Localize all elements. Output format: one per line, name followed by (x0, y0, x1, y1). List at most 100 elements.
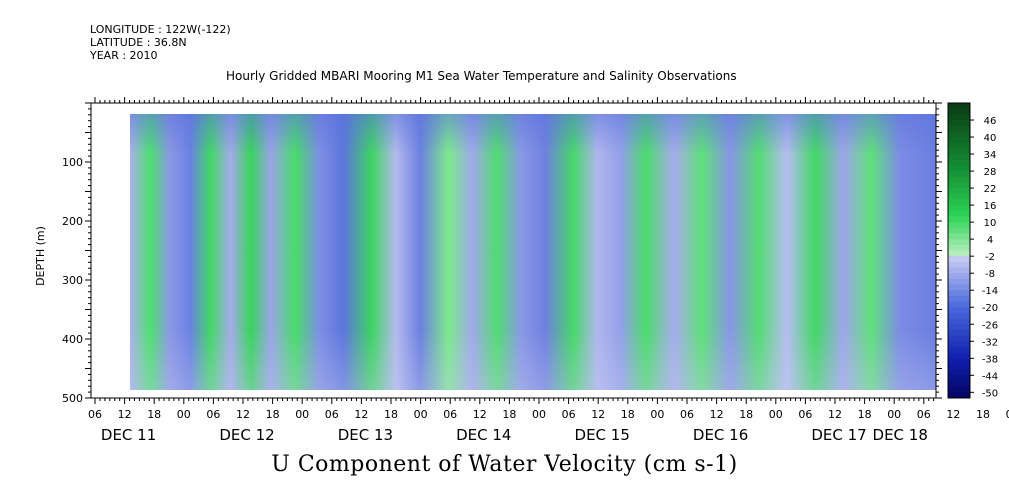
x-day-label: DEC 13 (338, 426, 393, 444)
colorbar-segment (948, 188, 970, 195)
year-label: YEAR : 2010 (90, 49, 158, 62)
latitude-label: LATITUDE : 36.8N (90, 36, 187, 49)
colorbar-segment (948, 346, 970, 354)
colorbar-segment (948, 256, 970, 263)
x-tick-label: 18 (621, 408, 635, 421)
colorbar-segment (948, 369, 970, 376)
x-day-label: DEC 12 (219, 426, 274, 444)
colorbar-label: -50 (982, 388, 998, 399)
colorbar-segment (948, 108, 970, 115)
colorbar-label: 34 (984, 150, 997, 161)
colorbar-segment (948, 261, 970, 268)
colorbar-segment (948, 250, 970, 257)
colorbar-segment (948, 171, 970, 178)
colorbar-segment (948, 131, 970, 138)
colorbar-segment (948, 358, 970, 365)
colorbar-segment (948, 142, 970, 149)
colorbar-segment (948, 284, 970, 291)
colorbar-segment (948, 295, 970, 302)
colorbar-segment (948, 159, 970, 166)
x-tick-label: 00 (887, 408, 901, 421)
colorbar-label: -20 (982, 303, 998, 314)
colorbar-label: 22 (984, 184, 997, 195)
y-axis-label: DEPTH (m) (34, 226, 47, 286)
y-tick-label: 200 (62, 215, 83, 228)
colorbar-segment (948, 324, 970, 331)
y-tick-label: 300 (62, 274, 83, 287)
colorbar-segment (948, 273, 970, 280)
x-axis-title: U Component of Water Velocity (cm s-1) (271, 452, 738, 477)
y-tick-label: 100 (62, 156, 83, 169)
velocity-field-surface-shade (130, 114, 936, 154)
x-tick-label: 18 (976, 408, 990, 421)
colorbar-segment (948, 352, 970, 359)
colorbar-segment (948, 165, 970, 172)
colorbar-segment (948, 216, 970, 223)
x-tick-label: 12 (236, 408, 250, 421)
x-tick-label: 12 (118, 408, 132, 421)
colorbar-segment (948, 120, 970, 127)
x-day-label: DEC 14 (456, 426, 511, 444)
x-day-label: DEC 17 (811, 426, 866, 444)
colorbar-label: 46 (984, 116, 997, 127)
x-tick-label: 00 (414, 408, 428, 421)
x-tick-label: 06 (917, 408, 931, 421)
colorbar-label: -8 (985, 269, 995, 280)
x-day-label: DEC 16 (693, 426, 748, 444)
colorbar-label: -26 (982, 320, 998, 331)
colorbar-label: 16 (984, 201, 997, 212)
x-tick-label: 12 (710, 408, 724, 421)
colorbar-segment (948, 335, 970, 342)
x-tick-label: 06 (443, 408, 457, 421)
y-tick-label: 400 (62, 333, 83, 346)
colorbar-segment (948, 307, 970, 314)
x-tick-label: 06 (325, 408, 339, 421)
x-tick-label: 18 (502, 408, 516, 421)
x-tick-label: 18 (266, 408, 280, 421)
colorbar-segment (948, 227, 970, 234)
colorbar-segment (948, 392, 970, 399)
x-tick-label: 12 (946, 408, 960, 421)
x-tick-label: 00 (1006, 408, 1009, 421)
x-tick-label: 06 (680, 408, 694, 421)
colorbar-segment (948, 210, 970, 217)
colorbar-segment (948, 176, 970, 183)
x-tick-label: 06 (798, 408, 812, 421)
x-tick-label: 00 (177, 408, 191, 421)
colorbar-segment (948, 301, 970, 308)
colorbar-segment (948, 114, 970, 121)
colorbar-segment (948, 205, 970, 212)
x-tick-label: 18 (739, 408, 753, 421)
colorbar-segment (948, 318, 970, 325)
x-tick-label: 12 (354, 408, 368, 421)
colorbar-segment (948, 386, 970, 393)
x-tick-label: 12 (591, 408, 605, 421)
colorbar-frame (947, 102, 971, 399)
velocity-field-bottom-shade (130, 330, 936, 390)
x-tick-label: 06 (562, 408, 576, 421)
colorbar-segment (948, 137, 970, 144)
colorbar-segment (948, 267, 970, 274)
colorbar-label: -44 (982, 371, 998, 382)
colorbar-segment (948, 199, 970, 206)
colorbar-segment (948, 380, 970, 388)
x-tick-label: 06 (88, 408, 102, 421)
x-day-label: DEC 18 (873, 426, 928, 444)
colorbar-segment (948, 239, 970, 246)
colorbar-segment (948, 329, 970, 336)
colorbar-label: 10 (984, 218, 997, 229)
colorbar-label: -38 (982, 354, 998, 365)
colorbar-label: 40 (984, 133, 997, 144)
x-tick-label: 00 (295, 408, 309, 421)
longitude-label: LONGITUDE : 122W(-122) (90, 23, 231, 36)
colorbar-label: -2 (985, 252, 995, 263)
x-day-label: DEC 11 (101, 426, 156, 444)
colorbar-segment (948, 193, 970, 200)
x-day-label: DEC 15 (575, 426, 630, 444)
colorbar-segment (948, 278, 970, 285)
colorbar-segment (948, 233, 970, 240)
chart-title: Hourly Gridded MBARI Mooring M1 Sea Wate… (226, 69, 737, 83)
x-tick-label: 00 (650, 408, 664, 421)
colorbar-segment (948, 341, 970, 348)
colorbar-segment (948, 290, 970, 297)
